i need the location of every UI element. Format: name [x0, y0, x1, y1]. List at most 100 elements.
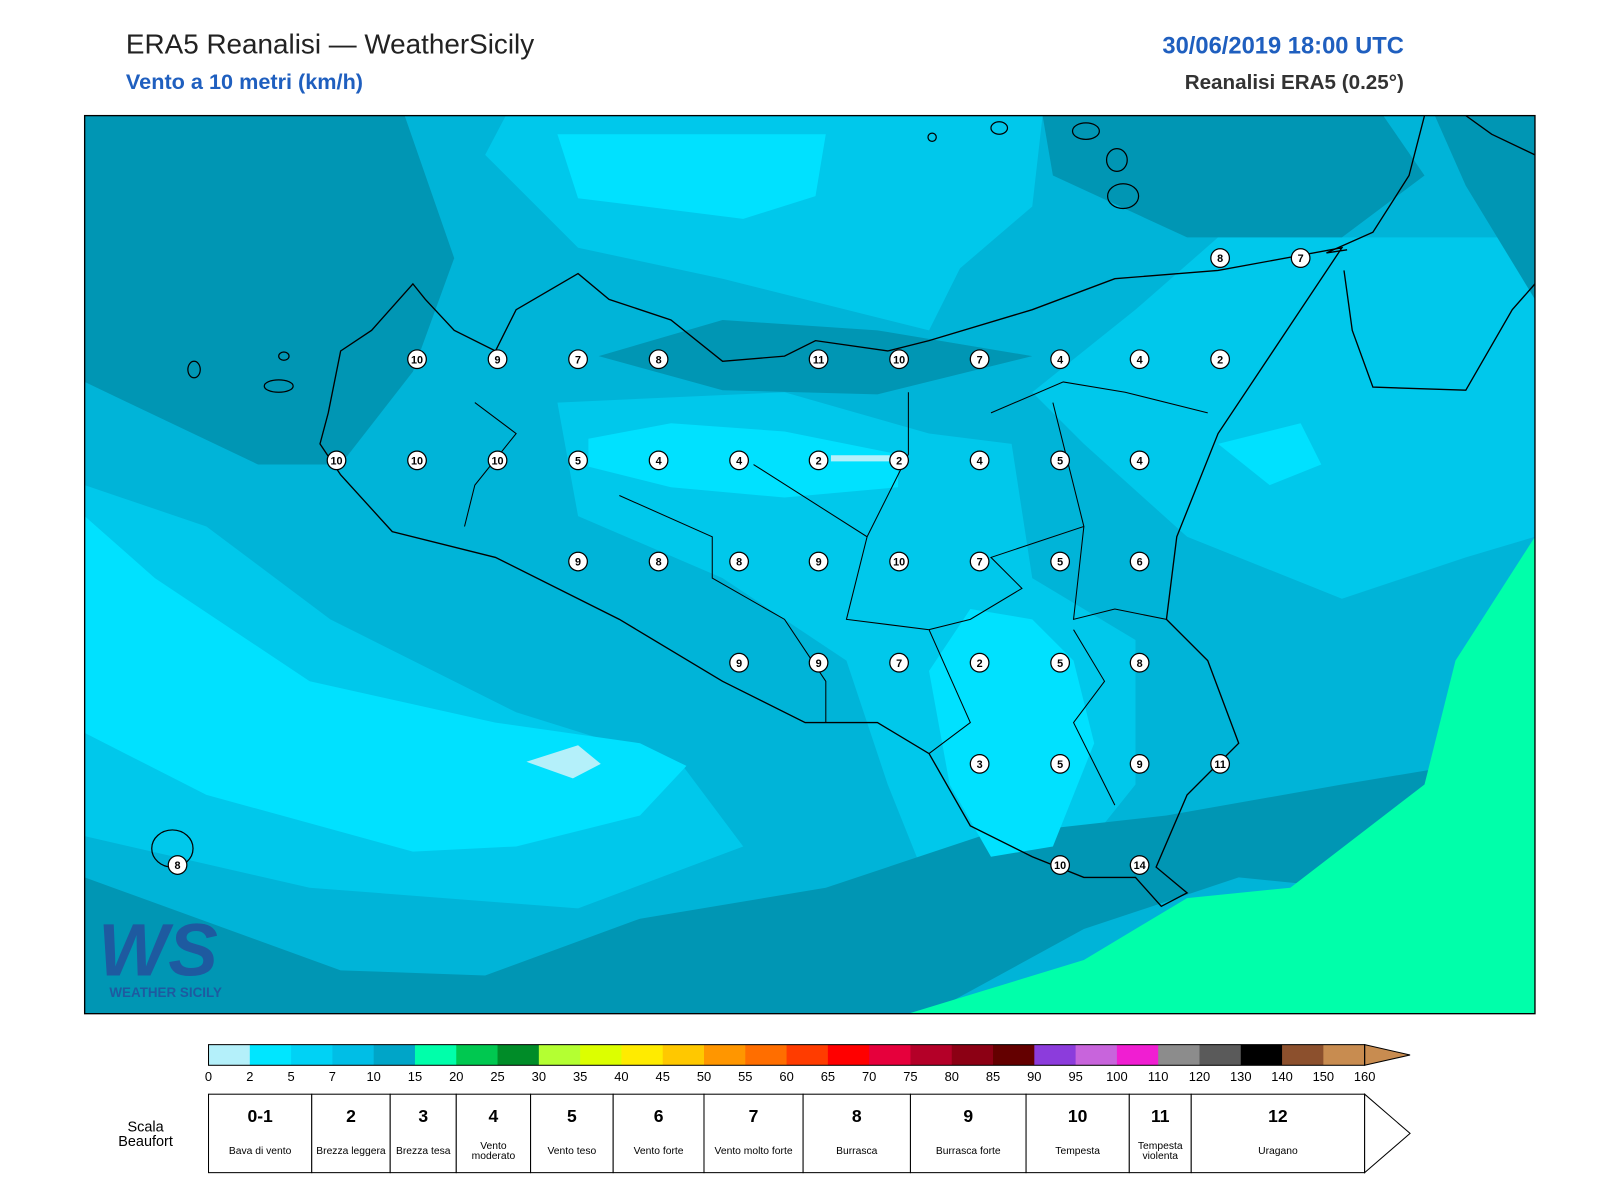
beaufort-name: Vento molto forte	[714, 1145, 793, 1158]
colorbar-tick-label: 120	[1189, 1069, 1211, 1084]
station-value: 5	[1057, 456, 1063, 468]
datetime: 30/06/2019 18:00 UTC	[1162, 34, 1403, 60]
station-marker	[1129, 855, 1150, 875]
station-value: 2	[816, 456, 822, 468]
station-value: 9	[816, 557, 822, 569]
station-marker	[889, 551, 910, 572]
station-marker	[1129, 551, 1150, 572]
station-value: 10	[411, 456, 423, 468]
zone	[84, 763, 1466, 1014]
beaufort-name: Tempesta violenta	[1137, 1140, 1183, 1163]
colorbar-segment	[993, 1044, 1035, 1066]
colorbar-tick-label: 60	[779, 1069, 793, 1084]
map-frame	[83, 114, 1536, 1015]
colorbar-segment	[1323, 1044, 1366, 1066]
station-marker	[1050, 551, 1071, 572]
beaufort-arrow	[1364, 1093, 1411, 1174]
zone	[830, 455, 890, 462]
beaufort-name-box: Tempesta	[1055, 1145, 1101, 1158]
beaufort-label: Scala Beaufort	[118, 1119, 173, 1149]
colorbar-segment	[332, 1044, 375, 1066]
beaufort-name: Brezza tesa	[395, 1145, 451, 1158]
colorbar-segment	[827, 1044, 870, 1066]
logo-name: WEATHER SICILY	[109, 985, 222, 1000]
colorbar-tick-label: 55	[738, 1069, 752, 1084]
colorbar-segment	[208, 1044, 251, 1066]
station-value: 10	[893, 354, 905, 366]
colorbar-tick-label: 40	[614, 1069, 628, 1084]
beaufort-scale: Scala Beaufort 0-1 Bava di vento 2 Brezza le…	[118, 1093, 1411, 1174]
station-value: 4	[1137, 354, 1143, 366]
stations: 8 7 10 9 7 8 11 10 7 4 4 2 10 10 10 5 4 4 2 2 4 5 4 9 8 8 9 10 7 5 6 9 9…	[167, 248, 1311, 875]
zone	[1032, 237, 1535, 599]
colorbar-tick-label: 25	[490, 1069, 504, 1084]
beaufort-force: 5	[567, 1106, 577, 1126]
colorbar-tick-label: 30	[532, 1069, 546, 1084]
station-value: 11	[1214, 759, 1225, 771]
station-marker	[808, 652, 829, 673]
colorbar-segment	[662, 1044, 705, 1066]
station-marker	[1129, 450, 1150, 471]
station-value: 7	[977, 557, 983, 569]
station-marker	[487, 450, 508, 471]
colorbar-segment	[786, 1044, 829, 1066]
colorbar-tick-label: 150	[1313, 1069, 1335, 1084]
beaufort-force: 12	[1268, 1106, 1288, 1126]
title: ERA5 Reanalisi — WeatherSicily	[126, 29, 534, 60]
beaufort-name: Brezza leggera	[316, 1145, 386, 1158]
beaufort-name: Vento forte	[633, 1145, 684, 1158]
beaufort-cell	[703, 1093, 804, 1174]
station-marker	[648, 450, 669, 471]
beaufort-name: Vento moderato	[471, 1140, 516, 1163]
beaufort-name: Burrasca forte	[935, 1145, 1001, 1158]
beaufort-force: 3	[418, 1106, 428, 1126]
station-value: 7	[977, 354, 983, 366]
station-value: 2	[896, 456, 902, 468]
zone	[929, 609, 1095, 857]
zone	[526, 745, 601, 779]
beaufort-force: 2	[346, 1106, 356, 1126]
colorbar-tick-label: 130	[1230, 1069, 1252, 1084]
beaufort-cell	[530, 1093, 614, 1174]
colorbar-frame	[208, 1044, 1366, 1066]
beaufort-cell	[389, 1093, 457, 1174]
colorbar-segment	[538, 1044, 581, 1066]
station-value: 8	[656, 557, 662, 569]
station-value: 10	[330, 456, 342, 468]
colorbar-segment	[621, 1044, 664, 1066]
station-value: 10	[893, 557, 905, 569]
beaufort-force: 4	[489, 1106, 499, 1126]
station-marker	[568, 551, 588, 572]
colorbar-segment	[704, 1044, 746, 1066]
colorbar-segment	[373, 1044, 416, 1066]
station-marker	[1050, 349, 1071, 370]
station-value: 4	[977, 456, 983, 468]
station-marker	[407, 349, 427, 370]
beaufort-name: Tempesta	[1055, 1145, 1101, 1158]
station-marker	[969, 551, 990, 572]
station-marker	[969, 753, 990, 774]
beaufort-name-box: Vento molto forte	[714, 1145, 793, 1158]
beaufort-cell	[612, 1093, 705, 1174]
station-marker	[729, 450, 750, 471]
station-marker	[167, 855, 188, 875]
beaufort-name-box: Tempesta violenta	[1137, 1140, 1183, 1163]
beaufort-cell	[208, 1093, 313, 1174]
colorbar-tick-label: 75	[903, 1069, 917, 1084]
beaufort-force: 6	[654, 1106, 664, 1126]
beaufort-force: 8	[852, 1106, 862, 1126]
zone	[908, 536, 1535, 1014]
source: Reanalisi ERA5 (0.25°)	[1185, 71, 1404, 94]
logo-initials: WS	[98, 908, 218, 991]
colorbar: 0 2 5 7 10 15 20 25 30 35 40 45 50 55 60 65 70 75 80 85 90 95…	[205, 1043, 1411, 1084]
station-value: 2	[977, 658, 983, 670]
wind-field: WS WEATHER SICILY	[84, 115, 1535, 1014]
station-value: 8	[736, 557, 742, 569]
colorbar-tick-label: 95	[1068, 1069, 1082, 1084]
colorbar-segment	[249, 1044, 292, 1066]
colorbar-tick-label: 80	[945, 1069, 959, 1084]
station-value: 10	[411, 354, 423, 366]
colorbar-segment	[1034, 1044, 1077, 1066]
beaufort-name: Bava di vento	[228, 1145, 292, 1158]
